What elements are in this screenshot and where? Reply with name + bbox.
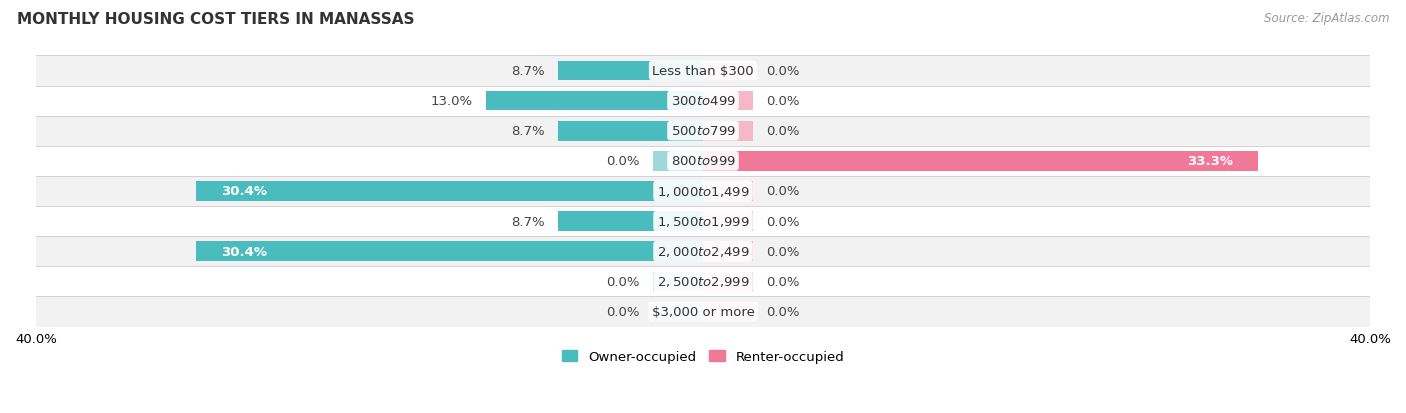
Text: 33.3%: 33.3% xyxy=(1187,155,1233,168)
Bar xyxy=(703,152,1258,171)
Bar xyxy=(652,152,703,171)
Text: MONTHLY HOUSING COST TIERS IN MANASSAS: MONTHLY HOUSING COST TIERS IN MANASSAS xyxy=(17,12,415,27)
Text: 0.0%: 0.0% xyxy=(766,185,800,198)
Bar xyxy=(37,267,1369,297)
Text: 8.7%: 8.7% xyxy=(510,215,544,228)
Bar xyxy=(703,62,754,81)
Text: 13.0%: 13.0% xyxy=(430,95,472,108)
Text: 0.0%: 0.0% xyxy=(766,215,800,228)
Text: 0.0%: 0.0% xyxy=(766,275,800,288)
Bar xyxy=(558,62,703,81)
Bar xyxy=(37,206,1369,237)
Text: 30.4%: 30.4% xyxy=(221,245,267,258)
Bar xyxy=(37,86,1369,116)
Bar xyxy=(703,242,754,261)
Bar xyxy=(37,116,1369,147)
Bar xyxy=(195,182,703,201)
Text: Source: ZipAtlas.com: Source: ZipAtlas.com xyxy=(1264,12,1389,25)
Text: $2,000 to $2,499: $2,000 to $2,499 xyxy=(657,244,749,259)
Text: 0.0%: 0.0% xyxy=(766,125,800,138)
Text: $3,000 or more: $3,000 or more xyxy=(651,305,755,318)
Bar xyxy=(703,182,754,201)
Text: $2,500 to $2,999: $2,500 to $2,999 xyxy=(657,275,749,289)
Text: 0.0%: 0.0% xyxy=(766,305,800,318)
Text: 0.0%: 0.0% xyxy=(766,245,800,258)
Bar xyxy=(37,56,1369,86)
Bar xyxy=(652,302,703,321)
Legend: Owner-occupied, Renter-occupied: Owner-occupied, Renter-occupied xyxy=(557,345,849,369)
Bar xyxy=(195,242,703,261)
Bar xyxy=(703,121,754,141)
Text: 8.7%: 8.7% xyxy=(510,65,544,78)
Bar xyxy=(37,147,1369,176)
Bar xyxy=(652,272,703,292)
Text: $500 to $799: $500 to $799 xyxy=(671,125,735,138)
Text: $1,500 to $1,999: $1,500 to $1,999 xyxy=(657,215,749,228)
Bar xyxy=(558,121,703,141)
Text: $1,000 to $1,499: $1,000 to $1,499 xyxy=(657,185,749,199)
Text: 0.0%: 0.0% xyxy=(606,155,640,168)
Bar xyxy=(703,92,754,111)
Bar xyxy=(703,212,754,231)
Bar xyxy=(37,176,1369,206)
Text: $800 to $999: $800 to $999 xyxy=(671,155,735,168)
Bar xyxy=(486,92,703,111)
Text: 0.0%: 0.0% xyxy=(606,275,640,288)
Bar xyxy=(37,237,1369,267)
Text: $300 to $499: $300 to $499 xyxy=(671,95,735,108)
Text: 0.0%: 0.0% xyxy=(606,305,640,318)
Text: 30.4%: 30.4% xyxy=(221,185,267,198)
Bar xyxy=(703,302,754,321)
Bar xyxy=(703,272,754,292)
Text: 0.0%: 0.0% xyxy=(766,65,800,78)
Bar xyxy=(37,297,1369,327)
Bar xyxy=(558,212,703,231)
Text: Less than $300: Less than $300 xyxy=(652,65,754,78)
Text: 8.7%: 8.7% xyxy=(510,125,544,138)
Text: 0.0%: 0.0% xyxy=(766,95,800,108)
